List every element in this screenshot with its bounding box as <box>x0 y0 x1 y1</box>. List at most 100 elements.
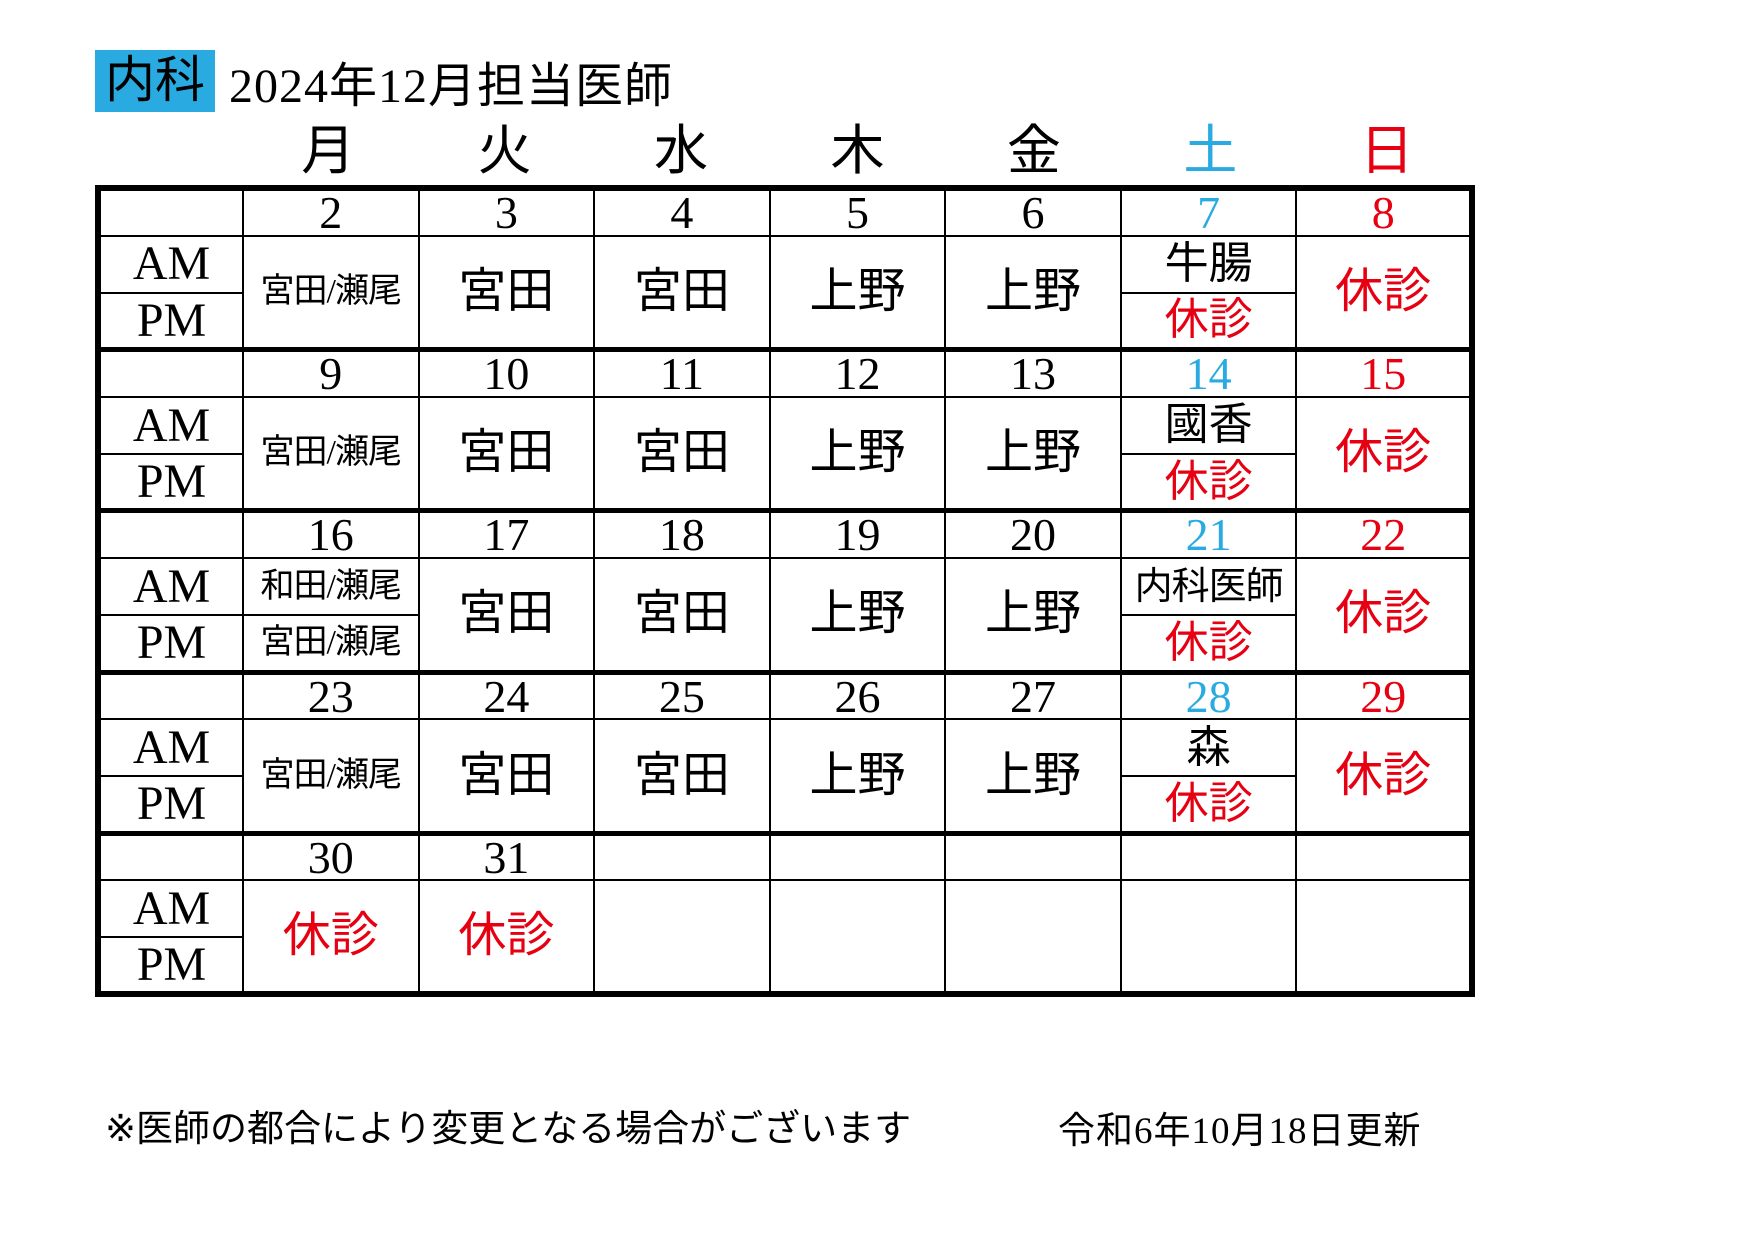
pm-label: PM <box>97 936 244 996</box>
date-cell: 31 <box>417 830 596 882</box>
date-cell: 7 <box>1119 187 1298 237</box>
date-cell: 30 <box>242 830 420 882</box>
date-cell: 26 <box>768 669 947 721</box>
schedule-cell-mon: 宮田/瀬尾 <box>242 234 420 351</box>
corner-cell <box>97 187 244 237</box>
schedule-cell-thu: 上野 <box>768 234 947 351</box>
schedule-cell-wed: 宮田 <box>593 234 771 351</box>
am-label: AM <box>97 557 244 617</box>
date-cell <box>1119 830 1298 882</box>
pm-label: PM <box>97 775 244 835</box>
schedule-cell-sat-pm: 休診 <box>1119 452 1298 512</box>
date-cell <box>1295 830 1473 882</box>
am-label: AM <box>97 718 244 778</box>
date-cell: 9 <box>242 347 420 398</box>
page-title: 2024年12月担当医師 <box>229 60 674 113</box>
date-cell: 14 <box>1119 347 1298 398</box>
schedule-cell-wed: 宮田 <box>593 395 771 512</box>
date-cell: 3 <box>417 187 596 237</box>
schedule-cell-fri: 上野 <box>944 557 1122 674</box>
date-cell: 19 <box>768 508 947 560</box>
schedule-cell-sun: 休診 <box>1295 234 1473 351</box>
schedule-cell-wed: 宮田 <box>593 718 771 835</box>
weekday-thu: 木 <box>830 121 885 181</box>
date-cell: 13 <box>944 347 1122 398</box>
date-cell: 22 <box>1295 508 1473 560</box>
date-cell: 16 <box>242 508 420 560</box>
schedule-table: 2 3 4 5 6 7 8 AM 宮田/瀬尾 宮田 宮田 上野 上野 牛腸 休診… <box>95 185 1475 998</box>
weekday-mon: 月 <box>301 121 356 181</box>
week3-date-row: 16 17 18 19 20 21 22 <box>97 508 1473 560</box>
pm-label: PM <box>97 452 244 512</box>
schedule-cell-sat-pm: 休診 <box>1119 291 1298 351</box>
date-cell: 20 <box>944 508 1122 560</box>
pm-label: PM <box>97 291 244 351</box>
corner-cell <box>97 669 244 721</box>
schedule-cell-mon: 宮田/瀬尾 <box>242 395 420 512</box>
schedule-cell-wed <box>593 879 771 996</box>
schedule-cell-mon: 宮田/瀬尾 <box>242 718 420 835</box>
weekday-tue: 火 <box>477 121 532 181</box>
date-cell: 17 <box>417 508 596 560</box>
schedule-cell-thu: 上野 <box>768 718 947 835</box>
schedule-cell-mon: 休診 <box>242 879 420 996</box>
schedule-cell-tue: 宮田 <box>417 234 596 351</box>
date-cell: 5 <box>768 187 947 237</box>
schedule-cell-sun: 休診 <box>1295 395 1473 512</box>
schedule-cell-thu <box>768 879 947 996</box>
schedule-cell-sun <box>1295 879 1473 996</box>
weekday-fri: 金 <box>1006 121 1061 181</box>
schedule-cell-fri: 上野 <box>944 234 1122 351</box>
date-cell: 10 <box>417 347 596 398</box>
schedule-cell-sat-am: 牛腸 <box>1119 234 1298 294</box>
schedule-cell-sat-pm: 休診 <box>1119 614 1298 674</box>
corner-cell <box>97 508 244 560</box>
corner-cell <box>97 830 244 882</box>
week4-date-row: 23 24 25 26 27 28 29 <box>97 669 1473 721</box>
schedule-cell-sat <box>1119 879 1298 996</box>
schedule-cell-sat-pm: 休診 <box>1119 775 1298 835</box>
date-cell: 18 <box>593 508 771 560</box>
am-label: AM <box>97 879 244 939</box>
schedule-cell-fri: 上野 <box>944 718 1122 835</box>
schedule-cell-wed: 宮田 <box>593 557 771 674</box>
date-cell <box>768 830 947 882</box>
schedule-cell-sun: 休診 <box>1295 718 1473 835</box>
schedule-cell-tue: 宮田 <box>417 557 596 674</box>
date-cell: 28 <box>1119 669 1298 721</box>
date-cell: 6 <box>944 187 1122 237</box>
week5-date-row: 30 31 <box>97 830 1473 882</box>
schedule-cell-fri: 上野 <box>944 395 1122 512</box>
week1-date-row: 2 3 4 5 6 7 8 <box>97 187 1473 237</box>
weekday-sat: 土 <box>1183 121 1238 181</box>
updated-date: 令和6年10月18日更新 <box>1058 1111 1422 1152</box>
date-cell: 24 <box>417 669 596 721</box>
date-cell <box>944 830 1122 882</box>
department-badge: 内科 <box>95 50 215 112</box>
date-cell: 29 <box>1295 669 1473 721</box>
schedule-cell-tue: 宮田 <box>417 395 596 512</box>
disclaimer-note: ※医師の都合により変更となる場合がございます <box>105 1108 912 1149</box>
schedule-cell-mon-pm: 宮田/瀬尾 <box>242 614 420 674</box>
am-label: AM <box>97 395 244 455</box>
schedule-cell-tue: 休診 <box>417 879 596 996</box>
date-cell: 25 <box>593 669 771 721</box>
schedule-cell-tue: 宮田 <box>417 718 596 835</box>
date-cell: 8 <box>1295 187 1473 237</box>
date-cell: 21 <box>1119 508 1298 560</box>
date-cell: 15 <box>1295 347 1473 398</box>
schedule-cell-fri <box>944 879 1122 996</box>
schedule-cell-mon-am: 和田/瀬尾 <box>242 557 420 617</box>
date-cell: 11 <box>593 347 771 398</box>
schedule-cell-thu: 上野 <box>768 395 947 512</box>
week2-date-row: 9 10 11 12 13 14 15 <box>97 347 1473 398</box>
date-cell: 12 <box>768 347 947 398</box>
schedule-cell-sat-am: 國香 <box>1119 395 1298 455</box>
weekday-sun: 日 <box>1359 121 1414 181</box>
date-cell <box>593 830 771 882</box>
am-label: AM <box>97 234 244 294</box>
weekday-wed: 水 <box>654 121 709 181</box>
date-cell: 2 <box>242 187 420 237</box>
pm-label: PM <box>97 614 244 674</box>
